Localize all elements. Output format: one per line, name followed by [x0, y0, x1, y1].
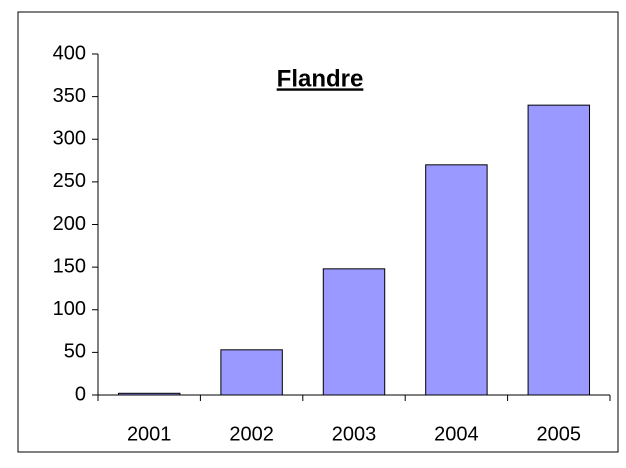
y-tick-label: 350: [53, 85, 86, 107]
y-tick-label: 300: [53, 128, 86, 150]
y-tick-label: 0: [75, 383, 86, 405]
x-tick-label: 2004: [434, 423, 479, 445]
y-tick-label: 50: [64, 341, 86, 363]
bar: [322, 268, 386, 396]
chart-border: [17, 11, 619, 453]
y-tick-label: 400: [53, 42, 86, 64]
bar: [220, 349, 283, 396]
x-tick-label: 2001: [127, 423, 172, 445]
bar: [425, 164, 488, 396]
y-tick-label: 150: [53, 255, 86, 277]
y-tick-label: 100: [53, 298, 86, 320]
x-tick-label: 2002: [229, 423, 274, 445]
y-tick-label: 250: [53, 170, 86, 192]
x-tick-label: 2003: [332, 423, 377, 445]
bar: [527, 104, 591, 396]
chart-title: Flandre: [277, 65, 364, 92]
x-tick-label: 2005: [537, 423, 582, 445]
y-tick-label: 200: [53, 213, 86, 235]
